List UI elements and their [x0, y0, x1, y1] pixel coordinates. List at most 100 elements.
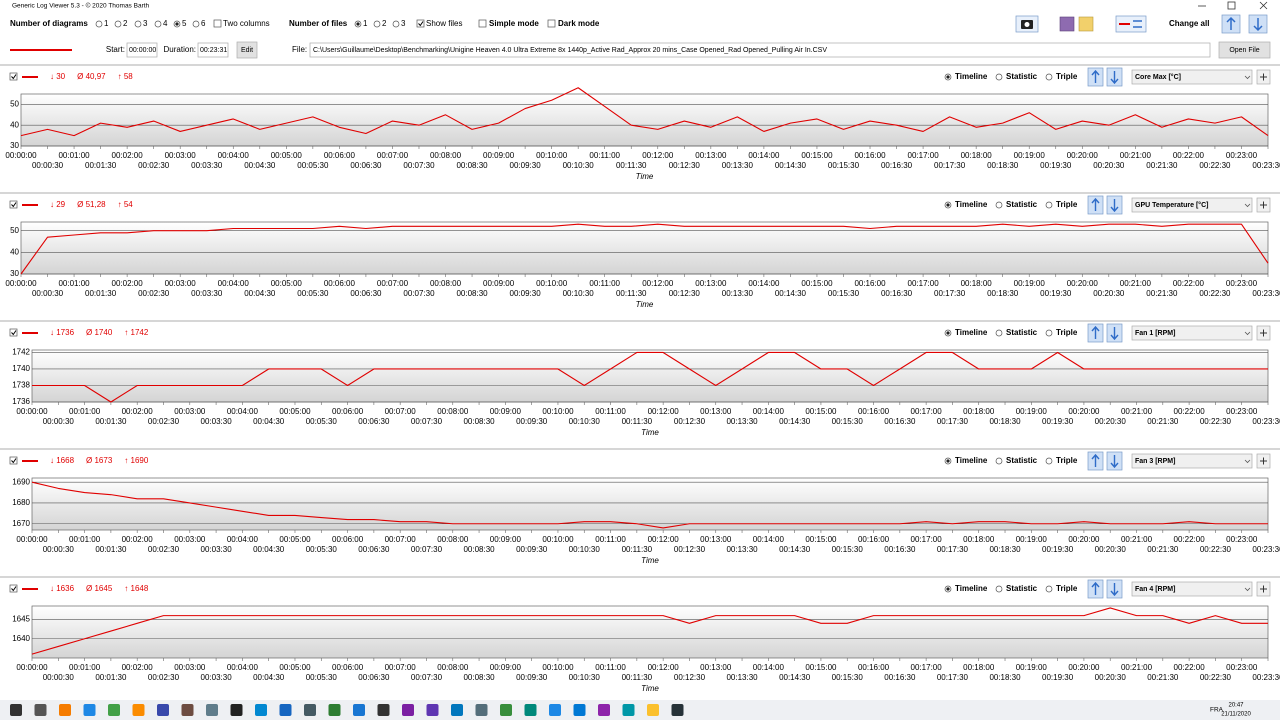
radio[interactable]	[1045, 329, 1053, 337]
view-option[interactable]: Triple	[1056, 328, 1078, 337]
taskbar-icon[interactable]	[426, 704, 439, 716]
edit-button[interactable]	[236, 41, 258, 59]
radio[interactable]	[114, 20, 122, 28]
radio-label[interactable]: 1	[104, 19, 109, 28]
radio[interactable]	[1045, 457, 1053, 465]
radio-label[interactable]: 2	[123, 19, 128, 28]
radio-label[interactable]: 1	[363, 19, 368, 28]
view-option[interactable]: Statistic	[1006, 328, 1038, 337]
radio[interactable]	[1045, 73, 1053, 81]
taskbar-icon[interactable]	[598, 704, 610, 716]
taskbar-icon[interactable]	[59, 704, 71, 716]
checkbox[interactable]	[547, 19, 556, 28]
view-option[interactable]: Statistic	[1006, 456, 1038, 465]
checkbox[interactable]	[213, 19, 222, 28]
view-option[interactable]: Timeline	[955, 456, 988, 465]
radio[interactable]	[995, 457, 1003, 465]
checkbox[interactable]	[9, 200, 18, 209]
taskbar-icon[interactable]	[255, 704, 267, 716]
taskbar-icon[interactable]	[206, 704, 218, 716]
taskbar-icon[interactable]	[108, 704, 120, 716]
checkbox[interactable]	[416, 19, 425, 28]
radio[interactable]	[154, 20, 162, 28]
open-button[interactable]	[1078, 16, 1094, 32]
checkbox[interactable]	[9, 72, 18, 81]
dark-mode-label[interactable]: Dark mode	[558, 19, 600, 28]
x-tick-label: 00:12:30	[674, 673, 706, 682]
radio[interactable]	[995, 73, 1003, 81]
view-option[interactable]: Statistic	[1006, 584, 1038, 593]
radio[interactable]	[995, 329, 1003, 337]
taskbar-icon[interactable]	[402, 704, 414, 716]
show-files-label[interactable]: Show files	[426, 19, 462, 28]
view-option[interactable]: Timeline	[955, 328, 988, 337]
taskbar-icon[interactable]	[524, 704, 537, 716]
color-swap-button[interactable]	[1115, 15, 1147, 33]
two-columns-label[interactable]: Two columns	[223, 19, 270, 28]
taskbar-icon[interactable]	[181, 704, 194, 716]
checkbox[interactable]	[9, 584, 18, 593]
view-option[interactable]: Timeline	[955, 72, 988, 81]
taskbar-icon[interactable]	[279, 704, 292, 716]
taskbar-icon[interactable]	[500, 704, 512, 716]
radio[interactable]	[995, 201, 1003, 209]
radio-label[interactable]: 5	[182, 19, 187, 28]
view-option[interactable]: Triple	[1056, 72, 1078, 81]
save-button[interactable]	[1059, 16, 1075, 32]
radio[interactable]	[95, 20, 103, 28]
taskbar-icon[interactable]	[10, 704, 22, 716]
duration-input[interactable]	[197, 42, 229, 58]
taskbar-icon[interactable]	[647, 704, 659, 716]
taskbar-icon[interactable]	[230, 704, 243, 716]
radio-label[interactable]: 4	[163, 19, 168, 28]
edit-label[interactable]: Edit	[241, 47, 253, 54]
radio[interactable]	[1045, 201, 1053, 209]
radio[interactable]	[192, 20, 200, 28]
taskbar-icon[interactable]	[328, 704, 341, 716]
simple-mode-label[interactable]: Simple mode	[489, 19, 539, 28]
view-option[interactable]: Triple	[1056, 200, 1078, 209]
taskbar-icon[interactable]	[377, 704, 390, 716]
taskbar-icon[interactable]	[475, 704, 488, 716]
taskbar-icon[interactable]	[34, 704, 47, 716]
radio-label[interactable]: 6	[201, 19, 206, 28]
open-file-label[interactable]: Open File	[1229, 47, 1259, 54]
sensor-dropdown[interactable]	[1131, 197, 1253, 213]
sensor-dropdown[interactable]	[1131, 69, 1253, 85]
taskbar-icon[interactable]	[573, 704, 586, 716]
radio[interactable]	[373, 20, 381, 28]
radio[interactable]	[134, 20, 142, 28]
view-option[interactable]: Timeline	[955, 200, 988, 209]
x-tick-label: 00:20:30	[1095, 545, 1127, 554]
file-input[interactable]	[309, 42, 1211, 58]
taskbar-icon[interactable]	[671, 704, 684, 716]
taskbar-icon[interactable]	[304, 704, 316, 716]
radio[interactable]	[392, 20, 400, 28]
taskbar-icon[interactable]	[622, 704, 635, 716]
view-option[interactable]: Triple	[1056, 456, 1078, 465]
start-input[interactable]	[126, 42, 158, 58]
checkbox[interactable]	[9, 328, 18, 337]
taskbar-icon[interactable]	[549, 704, 561, 716]
taskbar-icon[interactable]	[83, 704, 96, 716]
view-option[interactable]: Triple	[1056, 584, 1078, 593]
sensor-dropdown[interactable]	[1131, 581, 1253, 597]
radio-label[interactable]: 2	[382, 19, 387, 28]
checkbox[interactable]	[478, 19, 487, 28]
taskbar-icon[interactable]	[157, 704, 169, 716]
view-option[interactable]: Statistic	[1006, 72, 1038, 81]
open-file-button[interactable]	[1218, 41, 1271, 59]
view-option[interactable]: Statistic	[1006, 200, 1038, 209]
checkbox[interactable]	[9, 456, 18, 465]
sensor-dropdown[interactable]	[1131, 453, 1253, 469]
taskbar-icon[interactable]	[353, 704, 365, 716]
radio[interactable]	[1045, 585, 1053, 593]
window-controls[interactable]	[1198, 1, 1268, 10]
taskbar-icon[interactable]	[132, 704, 145, 716]
radio-label[interactable]: 3	[401, 19, 406, 28]
sensor-dropdown[interactable]	[1131, 325, 1253, 341]
radio[interactable]	[995, 585, 1003, 593]
radio-label[interactable]: 3	[143, 19, 148, 28]
taskbar-icon[interactable]	[451, 704, 463, 716]
view-option[interactable]: Timeline	[955, 584, 988, 593]
